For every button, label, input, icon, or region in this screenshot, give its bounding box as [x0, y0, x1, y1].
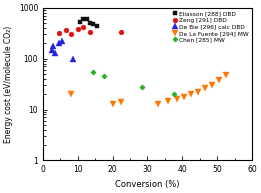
De La Fuente [294] MW	[203, 87, 206, 90]
Zeng [291] DBD	[81, 26, 85, 28]
De Bie [296] calc DBD	[71, 58, 74, 60]
Line: Eliasson [288] DBD: Eliasson [288] DBD	[77, 17, 99, 28]
De La Fuente [294] MW	[210, 84, 213, 86]
Legend: Eliasson [288] DBD, Zeng [291] DBD, De Bie [296] calc DBD, De La Fuente [294] MW: Eliasson [288] DBD, Zeng [291] DBD, De B…	[173, 11, 249, 43]
De Bie [296] calc DBD	[52, 45, 55, 47]
Line: De Bie [296] calc DBD: De Bie [296] calc DBD	[49, 38, 75, 61]
De La Fuente [294] MW	[156, 102, 159, 105]
Eliasson [288] DBD	[92, 23, 95, 25]
De La Fuente [294] MW	[120, 101, 123, 103]
Eliasson [288] DBD	[85, 18, 88, 20]
Line: Chen [285] MW: Chen [285] MW	[91, 69, 176, 97]
De La Fuente [294] MW	[175, 98, 179, 100]
De La Fuente [294] MW	[224, 74, 227, 76]
De La Fuente [294] MW	[167, 99, 170, 102]
De La Fuente [294] MW	[189, 93, 193, 95]
Eliasson [288] DBD	[88, 22, 92, 25]
Eliasson [288] DBD	[78, 20, 81, 23]
Chen [285] MW	[102, 75, 105, 77]
Y-axis label: Energy cost (eV/molecule CO₂): Energy cost (eV/molecule CO₂)	[4, 25, 13, 143]
Zeng [291] DBD	[120, 31, 123, 33]
De La Fuente [294] MW	[182, 95, 186, 98]
De Bie [296] calc DBD	[57, 41, 60, 44]
De Bie [296] calc DBD	[54, 52, 57, 54]
X-axis label: Conversion (%): Conversion (%)	[115, 180, 180, 189]
Zeng [291] DBD	[64, 29, 67, 31]
Chen [285] MW	[92, 71, 95, 73]
De La Fuente [294] MW	[217, 79, 221, 81]
Chen [285] MW	[172, 93, 175, 95]
Line: De La Fuente [294] MW: De La Fuente [294] MW	[68, 72, 229, 107]
De La Fuente [294] MW	[111, 102, 114, 105]
De Bie [296] calc DBD	[50, 48, 53, 51]
De La Fuente [294] MW	[196, 91, 199, 93]
Zeng [291] DBD	[57, 32, 60, 34]
Zeng [291] DBD	[69, 32, 72, 35]
De Bie [296] calc DBD	[61, 40, 64, 42]
Line: Zeng [291] DBD: Zeng [291] DBD	[56, 25, 124, 36]
Eliasson [288] DBD	[81, 18, 85, 20]
Zeng [291] DBD	[88, 31, 92, 33]
Chen [285] MW	[141, 85, 144, 88]
Eliasson [288] DBD	[95, 25, 98, 27]
De La Fuente [294] MW	[69, 93, 72, 95]
Zeng [291] DBD	[76, 28, 79, 30]
